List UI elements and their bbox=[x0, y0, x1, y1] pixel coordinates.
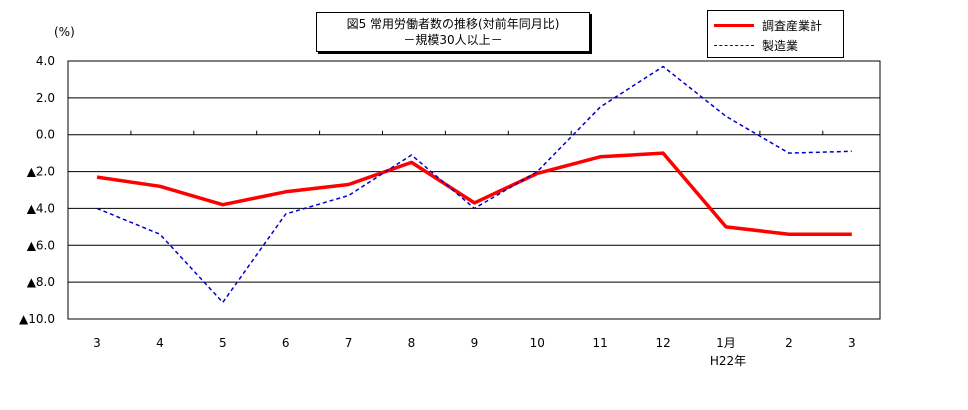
legend-item-series-0: 調査産業計 bbox=[714, 17, 822, 33]
plot-frame bbox=[67, 60, 881, 320]
series-line-1 bbox=[96, 65, 852, 304]
x-tick-label-5: 8 bbox=[408, 336, 416, 350]
y-tick-label-1: 2.0 bbox=[36, 91, 55, 105]
chart-title: 図5 常用労働者数の推移(対前年同月比) bbox=[346, 17, 560, 31]
y-tick-label-7: ▲10.0 bbox=[19, 312, 55, 326]
legend-swatch-series-0 bbox=[714, 23, 754, 27]
chart-title-box: 図5 常用労働者数の推移(対前年同月比) －規模30人以上－ bbox=[316, 12, 590, 52]
y-axis-unit: (%) bbox=[54, 25, 75, 39]
y-tick-label-6: ▲8.0 bbox=[27, 275, 55, 289]
legend-label-series-0: 調査産業計 bbox=[762, 18, 823, 33]
x-tick-sublabel-10: H22年 bbox=[710, 354, 746, 368]
y-tick-label-2: 0.0 bbox=[36, 128, 55, 142]
x-tick-label-7: 10 bbox=[530, 336, 545, 350]
y-tick-label-0: 4.0 bbox=[36, 54, 55, 68]
x-tick-label-2: 5 bbox=[219, 336, 227, 350]
x-tick-label-0: 3 bbox=[93, 336, 101, 350]
x-tick-label-9: 12 bbox=[655, 336, 670, 350]
x-tick-label-4: 7 bbox=[345, 336, 353, 350]
y-tick-label-3: ▲2.0 bbox=[27, 165, 55, 179]
x-tick-label-10: 1月 bbox=[716, 336, 736, 350]
x-tick-label-6: 9 bbox=[471, 336, 479, 350]
legend: 調査産業計 製造業 bbox=[707, 10, 844, 58]
x-tick-label-3: 6 bbox=[282, 336, 290, 350]
series-line-0 bbox=[96, 151, 852, 236]
y-tick-label-5: ▲6.0 bbox=[27, 238, 55, 252]
legend-swatch-series-1 bbox=[714, 44, 754, 46]
chart-subtitle: －規模30人以上－ bbox=[403, 33, 503, 47]
x-tick-label-1: 4 bbox=[156, 336, 164, 350]
x-tick-label-12: 3 bbox=[848, 336, 856, 350]
legend-item-series-1: 製造業 bbox=[714, 37, 798, 53]
y-tick-label-4: ▲4.0 bbox=[27, 201, 55, 215]
x-tick-label-8: 11 bbox=[593, 336, 608, 350]
legend-label-series-1: 製造業 bbox=[762, 38, 799, 53]
x-tick-label-11: 2 bbox=[785, 336, 793, 350]
